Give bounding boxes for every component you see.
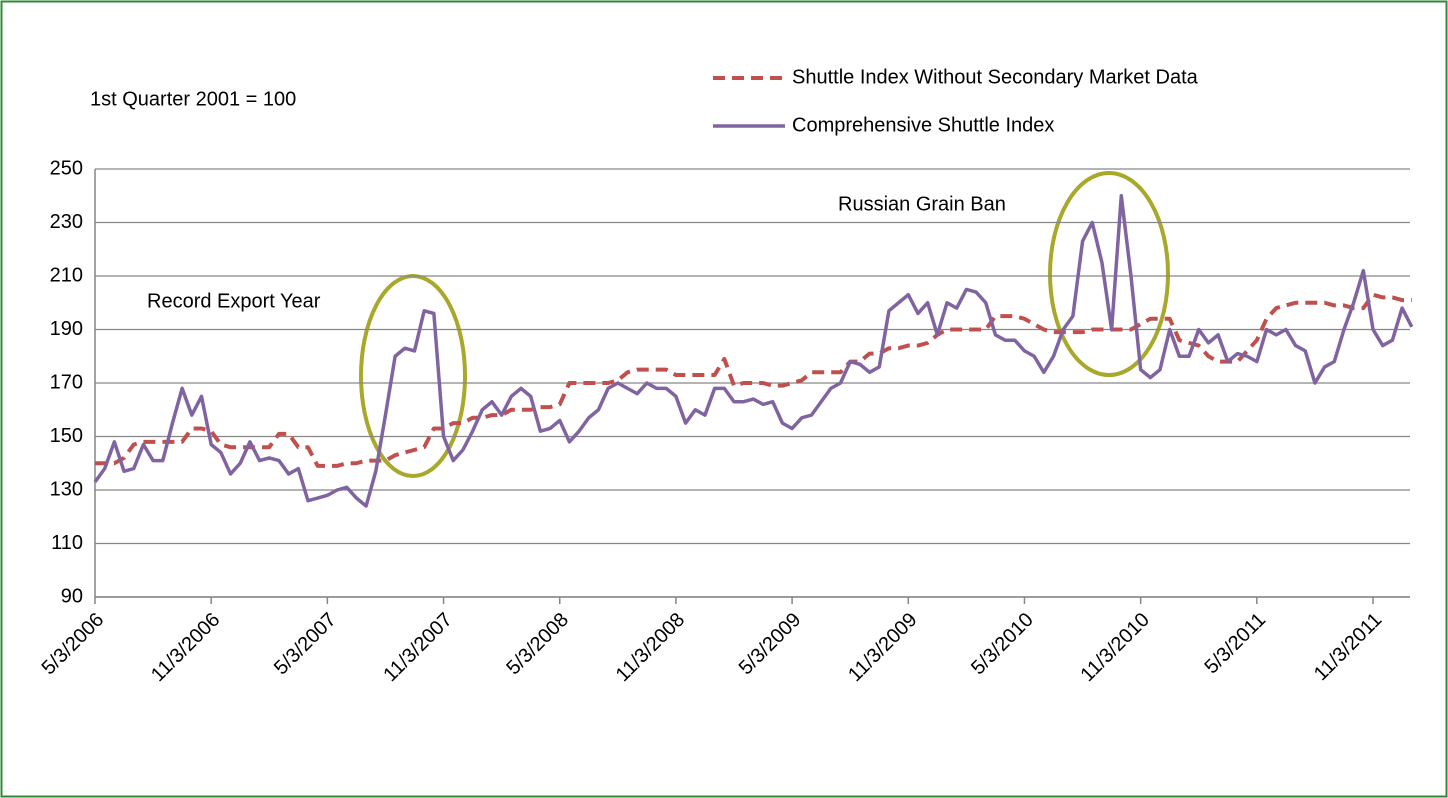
series-line [93, 194, 1414, 508]
y-tick-label: 210 [50, 264, 83, 286]
y-tick-label: 110 [51, 532, 83, 554]
y-tick-label: 150 [50, 425, 83, 447]
annotation: 1st Quarter 2001 = 100 [90, 88, 296, 110]
y-tick-label: 130 [50, 478, 83, 500]
annotation: Russian Grain Ban [838, 193, 1006, 215]
annotation: Record Export Year [147, 290, 321, 312]
y-tick-label: 90 [61, 585, 83, 607]
y-tick-label: 170 [50, 371, 83, 393]
legend-label: Shuttle Index Without Secondary Market D… [792, 66, 1199, 88]
legend-label: Comprehensive Shuttle Index [792, 114, 1054, 136]
y-tick-label: 230 [50, 211, 83, 233]
highlight-ellipse [1048, 171, 1170, 377]
y-tick-label: 250 [50, 157, 83, 179]
y-tick-label: 190 [50, 318, 83, 340]
